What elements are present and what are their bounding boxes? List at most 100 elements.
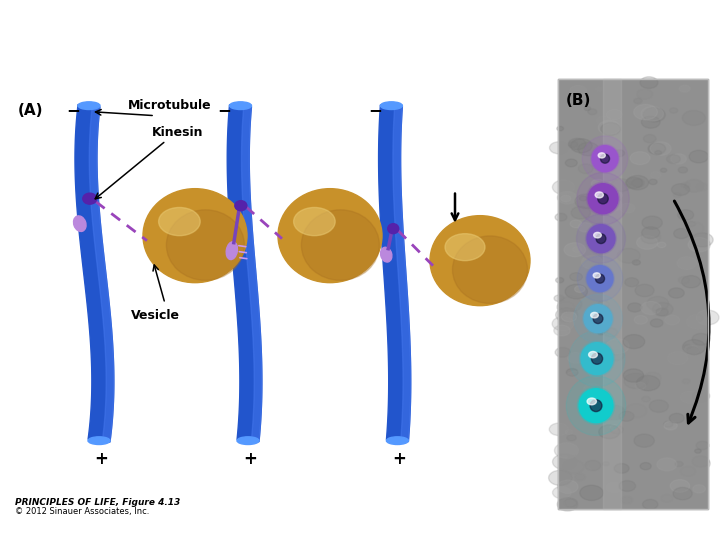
Ellipse shape: [697, 183, 708, 191]
Ellipse shape: [652, 302, 673, 316]
Ellipse shape: [598, 153, 606, 158]
Ellipse shape: [642, 216, 662, 229]
Ellipse shape: [678, 276, 689, 284]
Ellipse shape: [641, 106, 663, 121]
Ellipse shape: [641, 301, 661, 315]
Ellipse shape: [591, 179, 604, 188]
Ellipse shape: [620, 204, 635, 213]
Ellipse shape: [610, 424, 618, 430]
Ellipse shape: [166, 210, 244, 280]
Ellipse shape: [230, 102, 251, 110]
Ellipse shape: [598, 330, 604, 335]
Ellipse shape: [589, 359, 605, 368]
Ellipse shape: [651, 172, 661, 178]
Ellipse shape: [596, 234, 606, 244]
Ellipse shape: [78, 102, 100, 110]
Ellipse shape: [684, 179, 704, 192]
Ellipse shape: [657, 458, 677, 471]
Ellipse shape: [691, 233, 713, 247]
Ellipse shape: [598, 301, 609, 308]
Ellipse shape: [600, 154, 610, 163]
Ellipse shape: [590, 400, 602, 411]
Text: +: +: [94, 450, 108, 468]
Ellipse shape: [558, 296, 582, 312]
Ellipse shape: [611, 426, 624, 434]
Polygon shape: [228, 105, 262, 442]
Ellipse shape: [561, 330, 567, 335]
Ellipse shape: [579, 389, 613, 423]
Ellipse shape: [158, 207, 200, 235]
Ellipse shape: [575, 286, 585, 293]
Ellipse shape: [603, 462, 609, 465]
Text: −: −: [217, 100, 231, 119]
Ellipse shape: [555, 347, 570, 357]
Ellipse shape: [603, 405, 625, 420]
Ellipse shape: [577, 214, 626, 263]
Text: © 2012 Sinauer Associates, Inc.: © 2012 Sinauer Associates, Inc.: [15, 507, 149, 516]
Ellipse shape: [575, 474, 585, 481]
Ellipse shape: [635, 382, 646, 389]
Ellipse shape: [661, 495, 672, 502]
Ellipse shape: [582, 303, 613, 334]
Ellipse shape: [554, 325, 570, 336]
Ellipse shape: [657, 242, 666, 248]
Ellipse shape: [567, 435, 576, 441]
Ellipse shape: [582, 255, 603, 269]
Ellipse shape: [585, 223, 616, 254]
Bar: [558, 79, 708, 509]
Ellipse shape: [588, 109, 597, 114]
Ellipse shape: [642, 227, 660, 239]
Ellipse shape: [570, 85, 587, 97]
Ellipse shape: [670, 413, 684, 423]
Polygon shape: [89, 106, 114, 442]
Ellipse shape: [598, 193, 608, 204]
Ellipse shape: [587, 398, 596, 405]
Ellipse shape: [580, 196, 587, 201]
Ellipse shape: [569, 141, 577, 147]
Ellipse shape: [634, 104, 657, 120]
Ellipse shape: [575, 194, 597, 208]
Ellipse shape: [593, 90, 608, 99]
Ellipse shape: [593, 273, 600, 278]
Ellipse shape: [580, 485, 603, 501]
Ellipse shape: [689, 150, 708, 163]
Ellipse shape: [640, 77, 658, 89]
Ellipse shape: [226, 242, 238, 260]
Ellipse shape: [696, 441, 709, 450]
Ellipse shape: [621, 496, 633, 504]
Ellipse shape: [580, 341, 615, 376]
Ellipse shape: [557, 126, 564, 131]
Ellipse shape: [642, 396, 650, 402]
Text: +: +: [243, 450, 257, 468]
Ellipse shape: [557, 301, 575, 313]
Polygon shape: [75, 104, 114, 442]
Ellipse shape: [626, 404, 647, 418]
Ellipse shape: [635, 284, 654, 296]
Ellipse shape: [670, 108, 678, 113]
Ellipse shape: [606, 482, 623, 493]
Text: Vesicle: Vesicle: [130, 309, 179, 322]
Ellipse shape: [600, 123, 621, 136]
Ellipse shape: [574, 294, 623, 343]
Ellipse shape: [644, 372, 661, 383]
Text: (A): (A): [18, 103, 43, 118]
Ellipse shape: [598, 120, 620, 134]
Ellipse shape: [567, 368, 578, 376]
Ellipse shape: [634, 434, 654, 447]
Ellipse shape: [595, 192, 603, 198]
Ellipse shape: [617, 248, 640, 263]
Ellipse shape: [557, 480, 578, 494]
Ellipse shape: [595, 86, 605, 92]
Ellipse shape: [557, 191, 577, 204]
Ellipse shape: [642, 500, 658, 509]
Ellipse shape: [563, 460, 584, 474]
Ellipse shape: [614, 463, 629, 473]
Ellipse shape: [602, 198, 622, 212]
Ellipse shape: [667, 154, 680, 164]
Polygon shape: [241, 106, 262, 442]
Ellipse shape: [73, 216, 86, 232]
Ellipse shape: [562, 312, 577, 322]
Text: PRINCIPLES OF LIFE, Figure 4.13: PRINCIPLES OF LIFE, Figure 4.13: [15, 498, 180, 507]
Ellipse shape: [683, 340, 706, 355]
Ellipse shape: [688, 456, 710, 471]
